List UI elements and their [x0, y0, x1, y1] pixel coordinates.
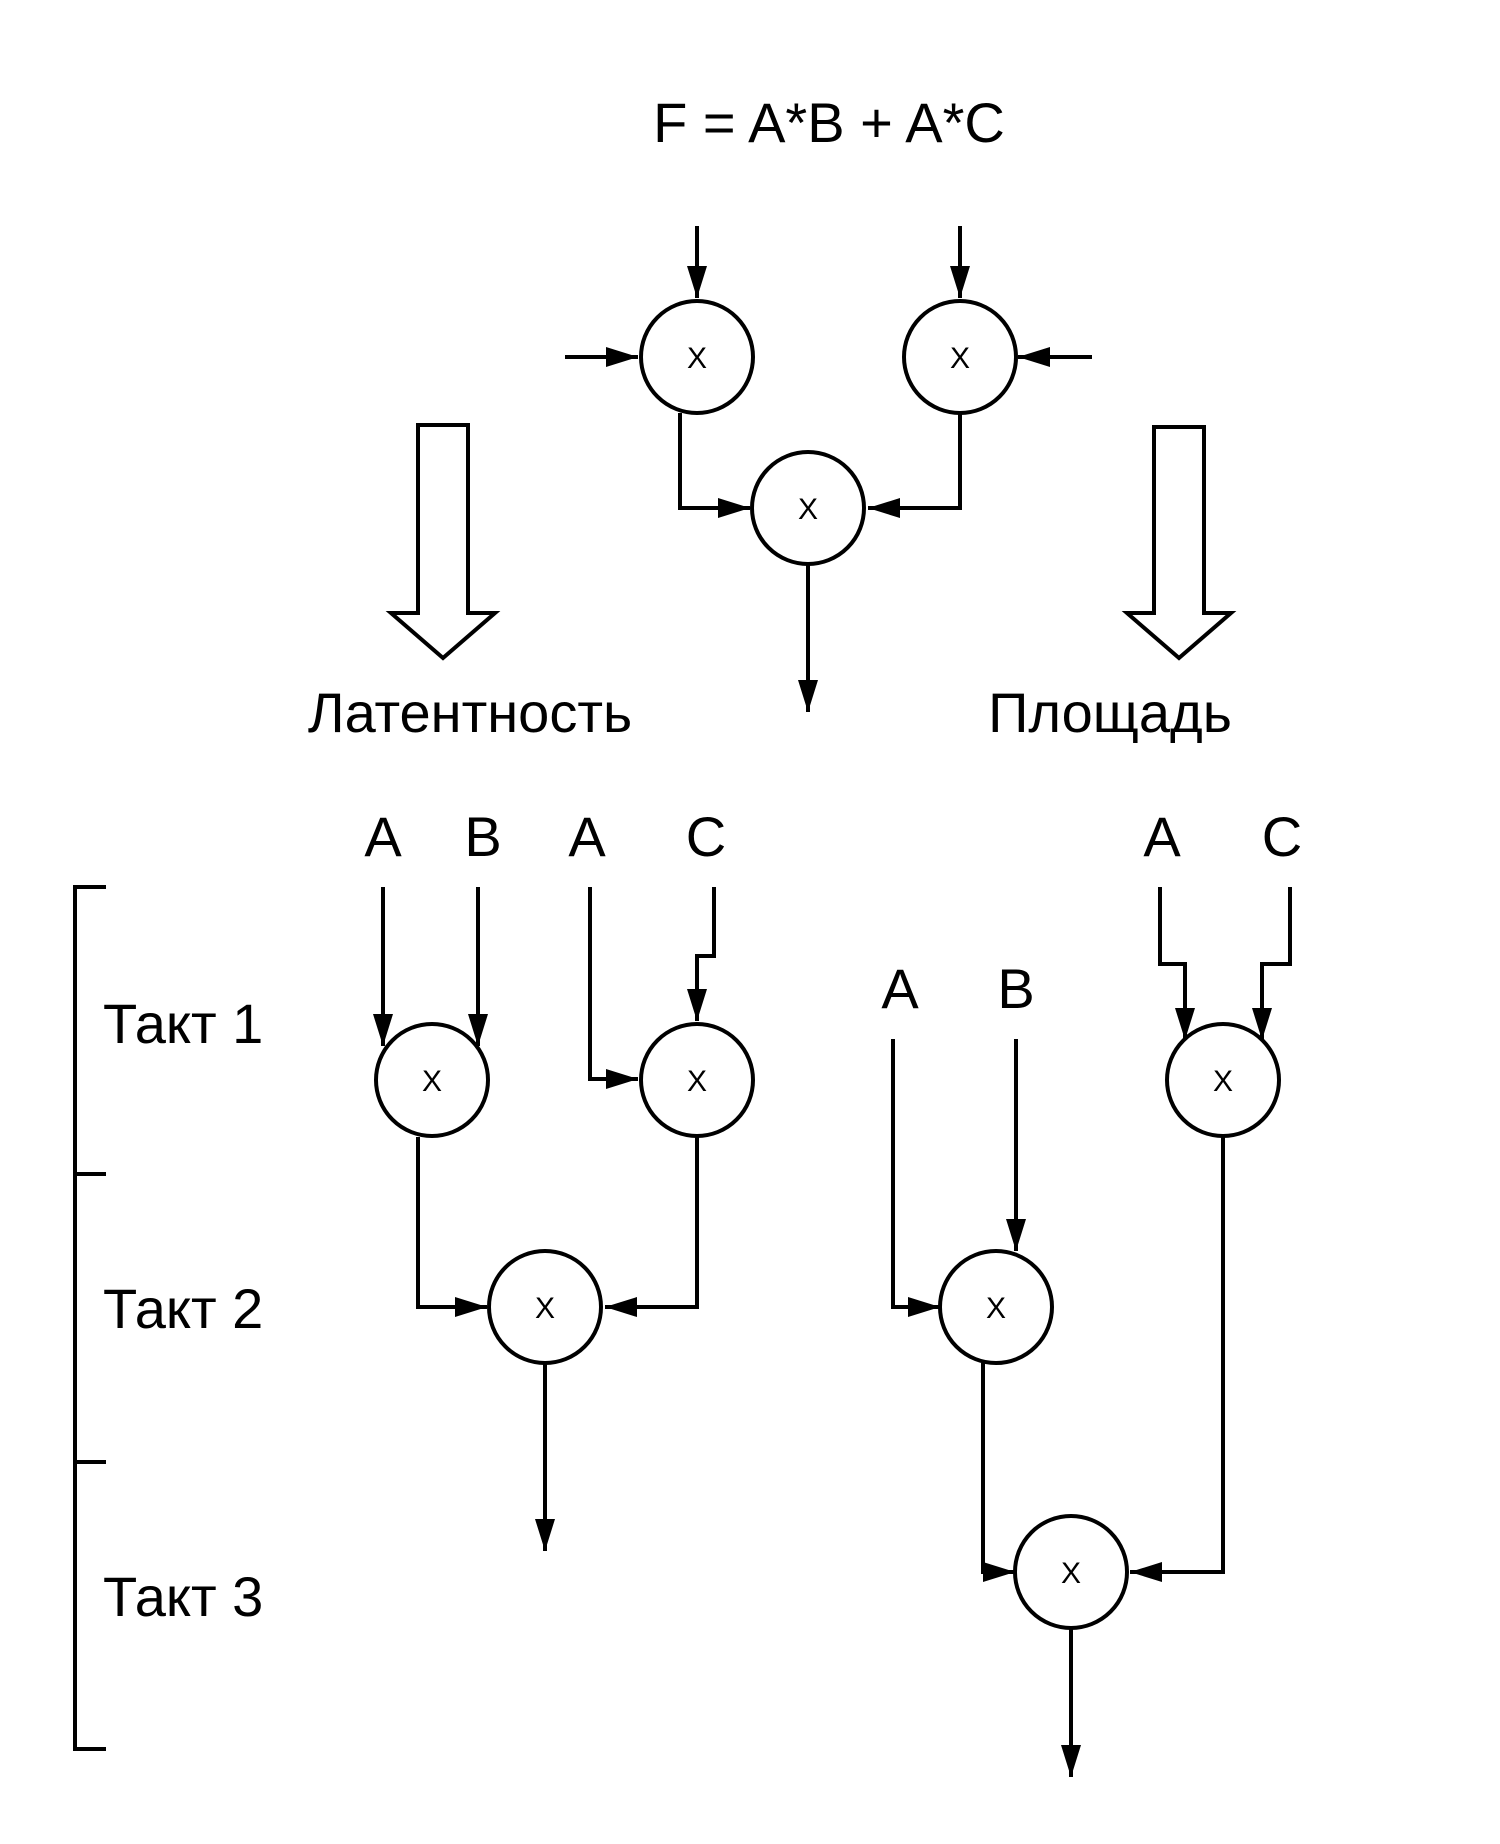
node-symbol: X [950, 342, 970, 375]
edge-right-to-sum [868, 413, 962, 518]
node-symbol: X [1213, 1065, 1233, 1098]
node-sum [1013, 1514, 1129, 1630]
node-symbol: X [1061, 1557, 1081, 1590]
input-label: B [464, 805, 501, 868]
node-sum [750, 450, 866, 566]
edge-a2 [588, 887, 638, 1089]
edge-mult-ac-to-sum [1130, 1137, 1225, 1582]
input-label: C [1262, 805, 1302, 868]
node-mult-ab [374, 1022, 490, 1138]
area-graph [891, 887, 1292, 1777]
stage-label-3: Такт 3 [103, 1565, 263, 1628]
node-symbol: X [422, 1065, 442, 1098]
node-mult-ac [639, 1022, 755, 1138]
node-sum [487, 1249, 603, 1365]
hollow-arrow-area [1121, 425, 1237, 661]
input-label: A [364, 805, 402, 868]
edge-c [1252, 887, 1292, 1040]
edge-left-to-sum [678, 413, 750, 518]
edge-a2 [891, 1039, 940, 1317]
input-label: A [568, 805, 606, 868]
node-mult-ac [1165, 1022, 1281, 1138]
node-symbol: X [798, 493, 818, 526]
original-graph [565, 226, 1092, 712]
edge-c [687, 887, 716, 1021]
stage-label-1: Такт 1 [103, 992, 263, 1055]
label-area: Площадь [988, 681, 1232, 744]
stage-bracket [73, 885, 106, 1751]
input-label: A [881, 957, 919, 1020]
hollow-arrow-latency [385, 423, 501, 661]
edge-to-sum-left [416, 1137, 487, 1317]
node-symbol: X [687, 1065, 707, 1098]
node-symbol: X [986, 1292, 1006, 1325]
edge-a [1158, 887, 1195, 1040]
node-mult-ac [902, 299, 1018, 415]
latency-graph [373, 887, 755, 1551]
node-mult-ab [639, 299, 755, 415]
label-latency: Латентность [308, 681, 632, 744]
node-symbol: X [535, 1292, 555, 1325]
node-symbol: X [687, 342, 707, 375]
formula-title: F = A*B + A*C [653, 91, 1005, 154]
stage-label-2: Такт 2 [103, 1277, 263, 1340]
input-label: C [686, 805, 726, 868]
edge-mult-to-sum [981, 1363, 1015, 1582]
input-label: A [1143, 805, 1181, 868]
edge-to-sum-right [605, 1137, 699, 1317]
node-mult-ab [938, 1249, 1054, 1365]
input-label: B [997, 957, 1034, 1020]
